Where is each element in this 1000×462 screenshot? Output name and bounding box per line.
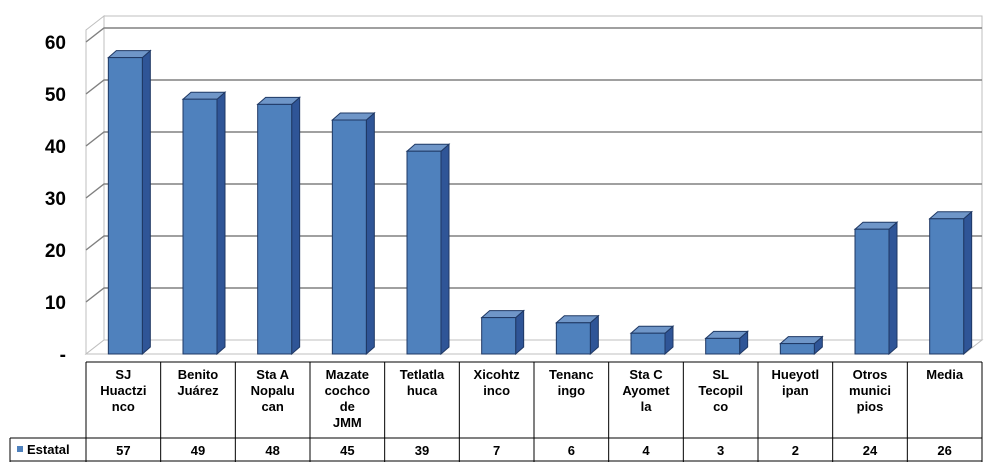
bar-top <box>181 91 227 100</box>
legend-label: Estatal <box>27 442 70 457</box>
data-value-label: 4 <box>642 443 650 458</box>
category-label: Tetlatla huca <box>400 367 445 398</box>
bar-front <box>257 103 293 355</box>
floor <box>84 339 984 355</box>
bar-top <box>928 211 973 220</box>
data-table: SJ Huactzi nco Benito Juárez Sta A Nopalu can Ma… <box>9 361 983 462</box>
gridlines <box>85 27 982 303</box>
bar-front <box>406 150 442 355</box>
bar-side <box>291 96 301 356</box>
bar <box>928 210 973 356</box>
bar-front <box>182 98 218 355</box>
bar-top <box>405 143 451 152</box>
bar <box>555 314 600 356</box>
bar-top <box>629 325 675 334</box>
bar <box>331 111 376 356</box>
bar-front <box>107 57 143 355</box>
chart-walls <box>84 14 984 356</box>
y-tick-label: 40 <box>45 137 66 158</box>
data-value-label: 49 <box>191 443 205 458</box>
category-label: Otros munici pios <box>849 367 891 414</box>
y-tick-label: 20 <box>45 241 66 262</box>
data-value-label: 3 <box>717 443 724 458</box>
y-tick-label: - <box>60 345 66 366</box>
bar-top <box>480 310 525 319</box>
bar-top <box>331 112 376 121</box>
data-value-label: 2 <box>792 443 799 458</box>
bar-front <box>331 119 367 355</box>
side-wall <box>85 14 105 356</box>
category-label: Sta C Ayomet la <box>622 367 670 414</box>
data-value-label: 39 <box>415 443 429 458</box>
gridline <box>85 27 982 43</box>
bar <box>779 335 824 356</box>
bar-front <box>555 322 591 355</box>
y-tick-label: 30 <box>45 189 66 210</box>
bar-front <box>481 317 517 355</box>
bar-side <box>141 49 151 356</box>
bar-front <box>929 218 965 355</box>
category-label: Xicohtz inco <box>474 367 521 398</box>
bar-side <box>888 221 898 356</box>
bar-side <box>365 111 375 356</box>
bar-top <box>256 96 301 105</box>
bar <box>629 325 675 356</box>
bar-side <box>963 210 973 356</box>
bar-side <box>440 143 450 356</box>
data-value-label: 7 <box>493 443 500 458</box>
y-tick-label: 10 <box>45 293 66 314</box>
bar <box>405 143 451 356</box>
data-value-label: 26 <box>937 443 951 458</box>
gridline <box>85 235 982 251</box>
bars <box>107 49 973 356</box>
data-value-label: 6 <box>568 443 575 458</box>
gridline <box>85 131 982 147</box>
bar <box>256 96 301 356</box>
y-tick-label: 50 <box>45 85 66 106</box>
bar-top <box>853 221 899 230</box>
gridline <box>85 79 982 95</box>
bar <box>853 221 899 356</box>
data-value-label: 57 <box>116 443 130 458</box>
category-label: Mazate cochco de JMM <box>325 367 371 430</box>
gridline <box>85 183 982 199</box>
bar-top <box>107 50 152 59</box>
category-label: Hueyotl ipan <box>771 367 819 398</box>
bar-side <box>216 91 226 356</box>
category-label: SL Tecopil co <box>698 367 743 414</box>
bar-top <box>555 315 600 324</box>
bar <box>181 91 227 356</box>
bar-front <box>705 337 741 355</box>
bar <box>480 309 525 356</box>
bar <box>704 330 749 356</box>
y-axis: - 10 20 30 40 50 60 <box>45 33 66 366</box>
bar-top <box>779 336 824 345</box>
category-label: Tenanc ingo <box>549 367 594 398</box>
bar <box>107 49 152 356</box>
bar-front <box>854 228 890 355</box>
gridline <box>85 287 982 303</box>
back-wall <box>103 15 983 341</box>
y-tick-label: 60 <box>45 33 66 54</box>
data-value-label: 48 <box>265 443 279 458</box>
data-value-label: 45 <box>340 443 354 458</box>
category-label: SJ Huactzi nco <box>100 367 146 414</box>
bar-front <box>779 343 815 355</box>
legend-marker <box>17 446 23 452</box>
data-value-label: 24 <box>863 443 878 458</box>
category-label: Benito Juárez <box>177 367 219 398</box>
bar-front <box>630 332 666 355</box>
category-label: Sta A Nopalu can <box>251 367 295 414</box>
bar-top <box>704 330 749 339</box>
category-label: Media <box>926 367 964 382</box>
